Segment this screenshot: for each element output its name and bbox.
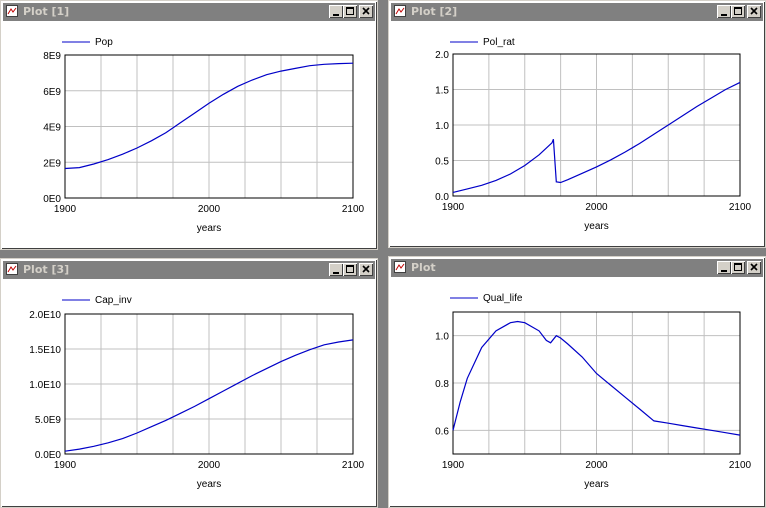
maximize-button[interactable] (343, 263, 357, 276)
legend-label: Cap_inv (95, 295, 132, 306)
x-axis-label: years (584, 479, 608, 490)
minimize-button[interactable] (717, 261, 731, 274)
chart-svg: 0.0 0.5 1.0 1.5 2.0 1900 2000 2100 years Pol_rat (435, 37, 752, 232)
y-tick-label: 2.0E10 (29, 310, 61, 321)
y-tick-label: 1.5 (435, 86, 449, 97)
window-title: Plot [1] (23, 5, 70, 18)
plot-window-4: Plot 0.6 0.8 1.0 1900 2000 2100 years Qual_life (388, 256, 766, 508)
x-tick-label: 2000 (585, 202, 608, 213)
chart-svg: 0.0E0 5.0E9 1.0E10 1.5E10 2.0E10 1900 2000 2100… (29, 295, 365, 490)
maximize-button[interactable] (343, 5, 357, 18)
y-tick-label: 2.0 (435, 50, 449, 61)
plot-area: 0.0E0 5.0E9 1.0E10 1.5E10 2.0E10 1900 2000 2100… (4, 280, 374, 504)
titlebar[interactable]: Plot [1] (3, 3, 375, 21)
window-title: Plot [2] (411, 5, 458, 18)
close-button[interactable] (359, 5, 373, 18)
plot-area: 0.0 0.5 1.0 1.5 2.0 1900 2000 2100 years Pol_rat (392, 22, 762, 244)
close-button[interactable] (359, 263, 373, 276)
plot-frame (64, 54, 354, 199)
x-tick-label: 2100 (342, 204, 365, 215)
x-axis-label: years (197, 479, 221, 490)
titlebar[interactable]: Plot [3] (3, 261, 375, 279)
series-line-qual_life (452, 320, 741, 436)
series-line-pol_rat (452, 81, 741, 193)
y-tick-label: 0.0E0 (35, 450, 62, 461)
series-line-pop (64, 62, 354, 170)
plot-frame (64, 313, 354, 455)
y-tick-label: 0.5 (435, 157, 449, 168)
minimize-button[interactable] (329, 263, 343, 276)
x-tick-label: 2000 (198, 460, 221, 471)
window-title: Plot [3] (23, 263, 70, 276)
x-tick-label: 2100 (342, 460, 365, 471)
plot-area: 0.6 0.8 1.0 1900 2000 2100 years Qual_life (392, 278, 762, 504)
close-button[interactable] (747, 5, 761, 18)
y-tick-label: 0.6 (435, 426, 449, 437)
y-tick-label: 8E9 (43, 51, 61, 62)
legend-label: Qual_life (483, 293, 523, 304)
plot-frame (452, 311, 741, 455)
x-tick-label: 2100 (729, 202, 752, 213)
series-line-cap_inv (64, 339, 354, 452)
legend-label: Pop (95, 37, 113, 48)
y-tick-label: 2E9 (43, 158, 61, 169)
close-button[interactable] (747, 261, 761, 274)
y-tick-label: 1.0 (435, 121, 449, 132)
x-axis-label: years (584, 221, 608, 232)
chart-svg: 0E0 2E9 4E9 6E9 8E9 1900 2000 2100 years Pop (43, 37, 365, 234)
plot-app-icon (6, 5, 18, 17)
x-tick-label: 1900 (54, 204, 77, 215)
y-tick-label: 4E9 (43, 123, 61, 134)
legend-label: Pol_rat (483, 37, 515, 48)
y-tick-label: 0.0 (435, 192, 449, 203)
y-tick-label: 0.8 (435, 379, 449, 390)
y-tick-label: 1.0 (435, 332, 449, 343)
titlebar[interactable]: Plot (391, 259, 763, 277)
plot-window-2: Plot [2] 0.0 0.5 1.0 1.5 2.0 1900 2000 2100 year… (388, 0, 766, 248)
minimize-button[interactable] (717, 5, 731, 18)
window-title: Plot (411, 261, 436, 274)
y-tick-label: 1.5E10 (29, 345, 61, 356)
plot-app-icon (394, 261, 406, 273)
plot-app-icon (394, 5, 406, 17)
x-tick-label: 1900 (442, 460, 465, 471)
plot-frame (452, 53, 741, 197)
x-axis-label: years (197, 223, 221, 234)
plot-area: 0E0 2E9 4E9 6E9 8E9 1900 2000 2100 years Pop (4, 22, 374, 246)
x-tick-label: 1900 (54, 460, 77, 471)
x-tick-label: 2100 (729, 460, 752, 471)
x-tick-label: 1900 (442, 202, 465, 213)
x-tick-label: 2000 (198, 204, 221, 215)
maximize-button[interactable] (731, 5, 745, 18)
minimize-button[interactable] (329, 5, 343, 18)
y-tick-label: 6E9 (43, 87, 61, 98)
plot-window-3: Plot [3] 0.0E0 5.0E9 1.0E10 1.5E10 2.0E10 190… (0, 258, 378, 508)
chart-svg: 0.6 0.8 1.0 1900 2000 2100 years Qual_life (435, 293, 752, 490)
y-tick-label: 5.0E9 (35, 415, 62, 426)
maximize-button[interactable] (731, 261, 745, 274)
y-tick-label: 1.0E10 (29, 380, 61, 391)
plot-window-1: Plot [1] 0E0 2E9 4E9 6E9 8E9 1900 2000 2100 year… (0, 0, 378, 250)
plot-app-icon (6, 263, 18, 275)
y-tick-label: 0E0 (43, 194, 61, 205)
titlebar[interactable]: Plot [2] (391, 3, 763, 21)
x-tick-label: 2000 (585, 460, 608, 471)
